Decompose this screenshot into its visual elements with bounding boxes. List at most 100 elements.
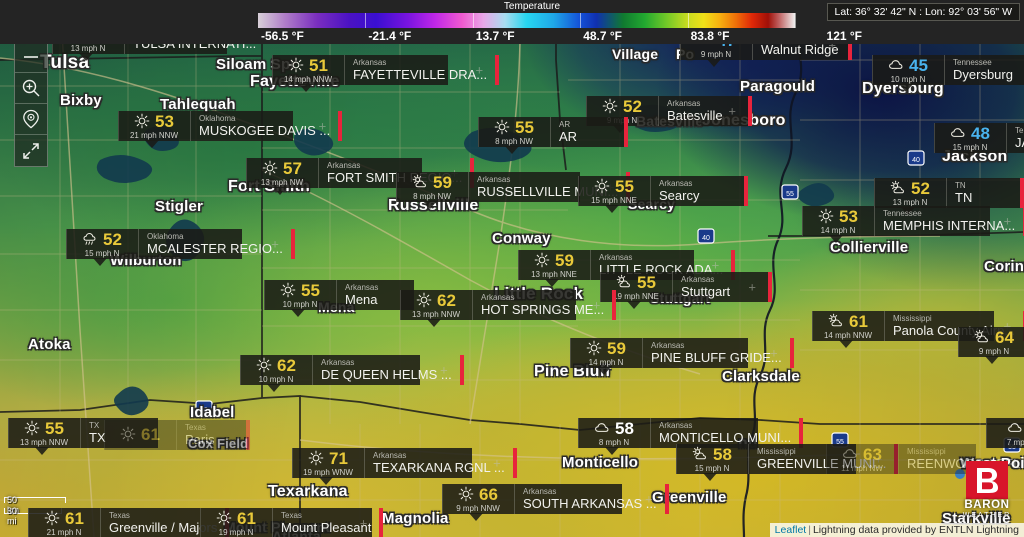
station-expand-icon[interactable]: + — [475, 62, 484, 78]
weather-station-marker[interactable]: 55 13 mph NNW TX TX — [8, 418, 158, 455]
station-pointer — [273, 187, 287, 195]
station-name: MEMPHIS INTERNA... — [883, 217, 1016, 233]
station-observation: 63 11 mph NW — [827, 444, 899, 474]
station-alert-bar — [789, 338, 794, 368]
station-expand-icon[interactable]: + — [645, 491, 653, 507]
weather-station-marker[interactable]: 55 10 mph N Arkansas Mena — [264, 280, 414, 317]
station-observation: 48 15 mph N — [935, 123, 1007, 153]
station-pointer — [427, 319, 441, 327]
zoom-out-icon[interactable] — [15, 42, 47, 73]
weather-station-marker[interactable]: 53 14 mph N Tennessee MEMPHIS INTERNA... + — [802, 206, 1024, 243]
station-expand-icon[interactable]: + — [728, 103, 736, 119]
station-expand-icon[interactable]: + — [874, 451, 883, 467]
station-observation: 45 10 mph N — [873, 55, 945, 85]
station-expand-icon[interactable]: + — [1019, 451, 1024, 467]
station-alert-bar — [512, 448, 517, 478]
station-expand-icon[interactable]: + — [318, 118, 327, 134]
weather-station-marker[interactable]: 61 19 mph N Texas Mount Pleasant + — [200, 508, 384, 537]
station-observation: 53 21 mph NNW — [119, 111, 191, 141]
station-expand-icon[interactable]: + — [770, 345, 778, 361]
station-wind: 14 mph NNW — [823, 330, 872, 340]
station-temperature: 51 — [309, 55, 328, 75]
station-expand-icon[interactable]: + — [271, 236, 279, 252]
station-state: Arkansas — [651, 340, 685, 350]
station-pointer — [145, 140, 159, 148]
weather-station-marker[interactable]: 45 10 mph N Tennessee Dyersburg — [872, 55, 1024, 92]
station-obs-row: 53 — [134, 113, 174, 130]
weather-station-marker[interactable]: 53 21 mph NNW Oklahoma MUSKOGEE DAVIS ... + — [118, 111, 343, 148]
legend-tick — [795, 13, 796, 28]
weather-station-marker[interactable]: 62 13 mph NNW Arkansas HOT SPRINGS ME... + — [400, 290, 617, 327]
station-observation: 57 13 mph NW — [247, 158, 319, 188]
weather-station-marker[interactable]: 52 15 mph N Oklahoma MCALESTER REGIO... + — [66, 229, 295, 266]
sun-weather-icon — [594, 178, 610, 194]
weather-station-marker[interactable]: 71 19 mph WNW Arkansas TEXARKANA RGNL ... + — [292, 448, 517, 485]
station-expand-icon[interactable]: + — [711, 257, 720, 273]
weather-station-marker[interactable]: 66 9 mph NNW Arkansas SOUTH ARKANSAS ... + — [442, 484, 669, 521]
weather-station-marker[interactable]: 52 13 mph N TN TN — [874, 178, 1024, 215]
station-state: Mississippi — [893, 313, 932, 323]
station-wind: 21 mph N — [46, 527, 82, 537]
station-wind: 7 mph N — [1006, 437, 1024, 447]
sun-weather-icon — [44, 510, 60, 526]
weather-station-marker[interactable]: 58 15 mph N Mississippi GREENVILLE MUNI... + — [676, 444, 899, 481]
legend-tick-label: 121 °F — [826, 29, 862, 43]
station-temperature: 64 — [995, 327, 1014, 347]
station-expand-icon[interactable]: + — [1003, 318, 1012, 334]
station-observation: 58 8 mph N — [579, 418, 651, 448]
weather-station-marker[interactable]: 61 21 mph N Texas Greenville / Majors — [28, 508, 230, 537]
sun-weather-icon — [24, 420, 40, 436]
station-expand-icon[interactable]: + — [493, 455, 501, 471]
station-state: Arkansas — [353, 57, 387, 67]
attribution-separator: | — [808, 524, 811, 536]
weather-station-marker[interactable]: 58 8 mph N Arkansas MONTICELLO MUNI... — [578, 418, 804, 455]
station-expand-icon[interactable]: + — [359, 515, 368, 531]
station-obs-row: 58 — [594, 420, 634, 437]
station-temperature: 57 — [283, 158, 302, 178]
weather-station-marker[interactable]: 77 mph N — [986, 418, 1024, 448]
sun-weather-icon — [216, 510, 232, 526]
weather-station-marker[interactable]: 55 8 mph NW AR AR — [478, 117, 628, 154]
cloud-weather-icon — [950, 125, 966, 141]
station-alert-bar — [799, 418, 804, 448]
weather-station-marker[interactable]: 62 10 mph N Arkansas DE QUEEN HELMS ... + — [240, 355, 464, 392]
sun-cloud-weather-icon — [412, 174, 428, 190]
station-expand-icon[interactable]: + — [592, 297, 601, 313]
search-icon[interactable] — [15, 73, 47, 104]
station-expand-icon[interactable]: + — [1003, 213, 1012, 229]
station-wind: 14 mph NNW — [283, 74, 332, 84]
station-temperature: 52 — [103, 229, 122, 249]
locate-icon[interactable] — [15, 104, 47, 135]
station-expand-icon[interactable]: + — [440, 362, 448, 378]
station-obs-row: 52 — [890, 180, 930, 197]
leaflet-link[interactable]: Leaflet — [774, 524, 807, 536]
weather-station-marker[interactable]: 61 Texas Paris — [104, 420, 250, 450]
sun-cloud-weather-icon — [828, 313, 844, 329]
station-state: Arkansas — [667, 98, 701, 108]
weather-station-marker[interactable]: 55 15 mph NNE Arkansas Searcy — [578, 176, 748, 213]
station-pointer — [829, 235, 843, 243]
station-obs-row: 52 — [82, 231, 122, 248]
station-wind: 13 mph N — [892, 197, 928, 207]
sun-weather-icon — [134, 113, 150, 129]
station-info: TX TX — [81, 418, 158, 448]
sun-weather-icon — [120, 426, 136, 442]
sun-weather-icon — [256, 357, 272, 373]
station-expand-icon[interactable]: + — [748, 279, 756, 295]
station-name: HOT SPRINGS ME... — [481, 301, 605, 317]
station-wind: 13 mph NNE — [531, 269, 577, 279]
station-temperature: 55 — [301, 280, 320, 300]
station-observation: 58 15 mph N — [677, 444, 749, 474]
station-expand-icon[interactable]: + — [828, 37, 836, 53]
station-temperature: 59 — [433, 172, 452, 192]
collapse-icon[interactable] — [15, 135, 47, 166]
station-alert-bar — [379, 508, 384, 537]
weather-station-marker[interactable]: 51 14 mph NNW Arkansas FAYETTEVILLE DRA... + — [272, 55, 500, 92]
weather-station-marker[interactable]: 649 mph NMissiTUP — [958, 327, 1024, 364]
weather-station-marker[interactable]: 59 14 mph N Arkansas PINE BLUFF GRIDE... + — [570, 338, 794, 375]
weather-station-marker[interactable]: 55 19 mph NNE Arkansas Stuttgart + — [600, 272, 772, 309]
station-obs-row: 55 — [24, 420, 64, 437]
